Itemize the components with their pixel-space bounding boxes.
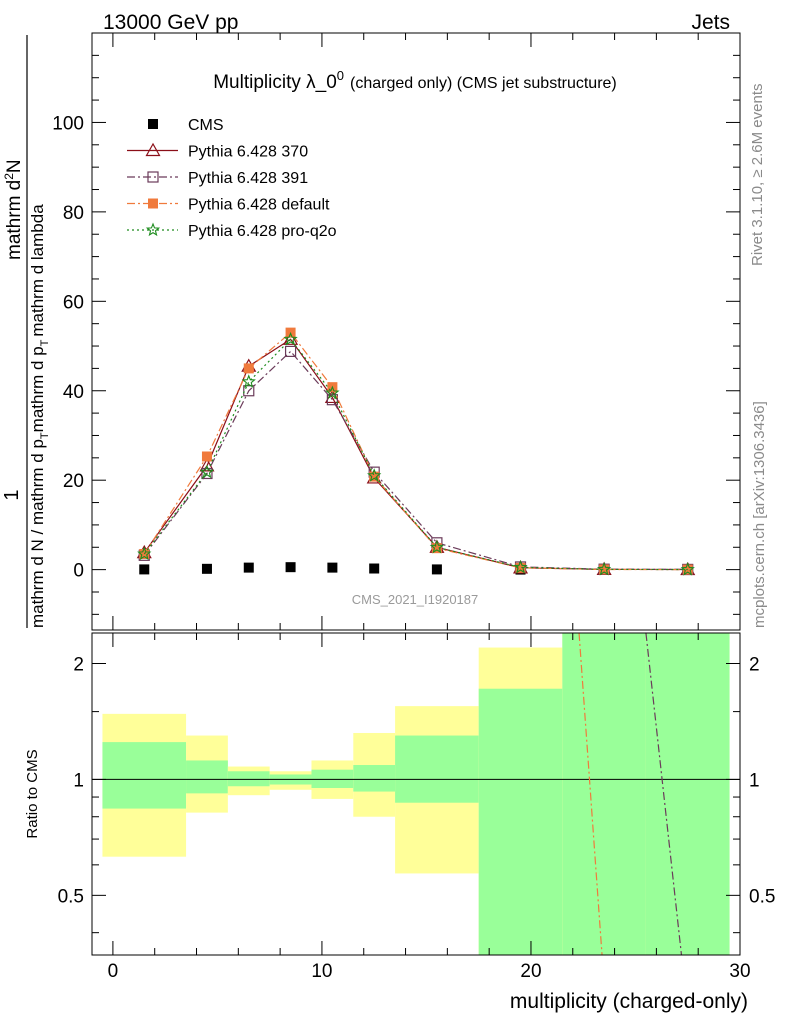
analysis-watermark: CMS_2021_I1920187 [352, 592, 479, 607]
plot-title: Multiplicity λ_00 (charged only) (CMS jet… [213, 68, 617, 93]
ratio-frame [91, 632, 741, 956]
ratio-ytick-label-right: 2 [749, 654, 760, 675]
data-point-pythia-6-428-pro-q2o [367, 468, 382, 482]
ratio-band-inner [186, 760, 228, 794]
data-point-pythia-6-428-default [682, 564, 693, 575]
ratio-band-inner [645, 633, 730, 955]
series-line-pythia-6-428-391 [143, 350, 688, 571]
ratio-ytick-label-right: 0.5 [749, 886, 775, 907]
x-axis-label: multiplicity (charged-only) [510, 990, 748, 1013]
ratio-ytick-label: 1 [73, 770, 84, 791]
ratio-line-pythia-6-428-default [578, 632, 603, 956]
title-main: Multiplicity λ_0 [213, 72, 337, 93]
ratio-data-layer [92, 632, 740, 956]
ratio-ticks: 0 10 20 30 0.5 0.5 1 1 2 2 [58, 633, 775, 982]
data-point-pythia-6-428-default [243, 363, 254, 374]
data-point-pythia-6-428-default [201, 451, 212, 462]
ratio-band-inner [478, 688, 563, 955]
xtick-label: 0 [108, 961, 119, 982]
ratio-ytick-label: 0.5 [58, 886, 84, 907]
main-ticks: 0 20 40 60 80 100 [52, 33, 741, 630]
ratio-band-inner [311, 769, 354, 788]
main-ytick-label: 60 [63, 292, 84, 313]
ratio-ytick-label-right: 1 [749, 770, 760, 791]
legend: CMS Pythia 6.428 370 Pythia 6.428 391 Pythi… [127, 117, 337, 240]
data-point-pythia-6-428-pro-q2o [429, 539, 445, 554]
data-point-pythia-6-428-pro-q2o [241, 374, 256, 388]
series-line-pythia-6-428-pro-q2o [143, 338, 688, 571]
series-line-pythia-6-428-370 [143, 338, 688, 571]
xtick-label: 10 [311, 961, 332, 982]
ratio-ytick-label: 2 [73, 654, 84, 675]
xtick-label: 20 [520, 961, 541, 982]
ylabel-prefix: 1 [1, 489, 23, 500]
ratio-band-inner [227, 771, 270, 787]
ratio-band-inner [102, 742, 187, 809]
legend-marker-pythia-6-428-default [148, 198, 158, 209]
data-point-pythia-6-428-pro-q2o [283, 331, 298, 346]
data-point-pythia-6-428-default [515, 562, 526, 573]
data-point-cms [243, 562, 254, 573]
legend-label-cms: CMS [188, 117, 224, 134]
legend-marker-pythia-6-428-391 [147, 171, 159, 183]
data-point-pythia-6-428-391 [284, 345, 297, 357]
ratio-band-inner [353, 765, 396, 792]
data-point-cms [201, 563, 212, 574]
data-point-pythia-6-428-default [599, 564, 610, 575]
main-ylabel: 1 mathrm d2N mathrm d N / mathrm d pTmat… [1, 35, 51, 628]
data-point-pythia-6-428-default [431, 543, 442, 554]
data-point-pythia-6-428-370 [283, 331, 299, 345]
header-right: Jets [691, 11, 730, 34]
data-point-pythia-6-428-pro-q2o [137, 546, 152, 561]
data-point-cms [369, 563, 380, 574]
mcplots-label: mcplots.cern.ch [arXiv:1306.3436] [751, 401, 768, 628]
series-line-pythia-6-428-default [143, 331, 688, 571]
main-ytick-label: 80 [63, 203, 84, 224]
data-point-pythia-6-428-391 [243, 385, 255, 397]
ylabel-numerator: mathrm d2N [2, 159, 25, 260]
main-ytick-label: 100 [52, 113, 84, 134]
data-point-cms [139, 564, 150, 575]
main-ytick-label: 0 [73, 561, 84, 582]
legend-marker-pythia-6-428-370 [145, 142, 161, 157]
data-point-pythia-6-428-pro-q2o [199, 464, 215, 479]
legend-label-pythia-6-428-default: Pythia 6.428 default [188, 197, 330, 214]
data-point-pythia-6-428-pro-q2o [596, 561, 612, 576]
data-point-pythia-6-428-391 [201, 467, 213, 480]
main-data-layer [136, 327, 696, 576]
title-sup: 0 [337, 68, 344, 83]
data-point-pythia-6-428-default [139, 548, 150, 559]
data-point-cms [327, 562, 338, 573]
legend-marker-pythia-6-428-pro-q2o [145, 222, 161, 237]
data-point-pythia-6-428-391 [326, 394, 338, 406]
data-point-pythia-6-428-default [369, 471, 380, 482]
header-left: 13000 GeV pp [103, 11, 238, 34]
data-point-pythia-6-428-pro-q2o [680, 562, 695, 576]
legend-label-pythia-6-428-pro-q2o: Pythia 6.428 pro-q2o [188, 223, 337, 240]
ratio-panel: 0 10 20 30 0.5 0.5 1 1 2 2 [58, 632, 775, 982]
legend-label-pythia-6-428-391: Pythia 6.428 391 [188, 170, 308, 187]
data-point-cms [431, 564, 442, 575]
ratio-band-inner [395, 735, 479, 803]
ylabel-denominator: mathrm d N / mathrm d pTmathrm d pTmathr… [28, 204, 51, 628]
ratio-line-pythia-6-428-391 [645, 632, 683, 956]
data-point-cms [285, 562, 296, 573]
main-ytick-label: 20 [63, 471, 84, 492]
rivet-label: Rivet 3.1.10, ≥ 2.6M events [749, 84, 766, 267]
data-point-pythia-6-428-pro-q2o [325, 385, 340, 400]
data-point-pythia-6-428-pro-q2o [513, 559, 528, 574]
xtick-label: 30 [729, 961, 750, 982]
main-ytick-label: 40 [63, 382, 84, 403]
title-suffix: (charged only) (CMS jet substructure) [350, 75, 617, 92]
ratio-ylabel: Ratio to CMS [24, 749, 41, 838]
legend-marker-cms [148, 119, 158, 129]
ratio-band-inner [562, 633, 646, 955]
legend-label-pythia-6-428-370: Pythia 6.428 370 [188, 144, 308, 161]
main-frame [91, 32, 741, 631]
